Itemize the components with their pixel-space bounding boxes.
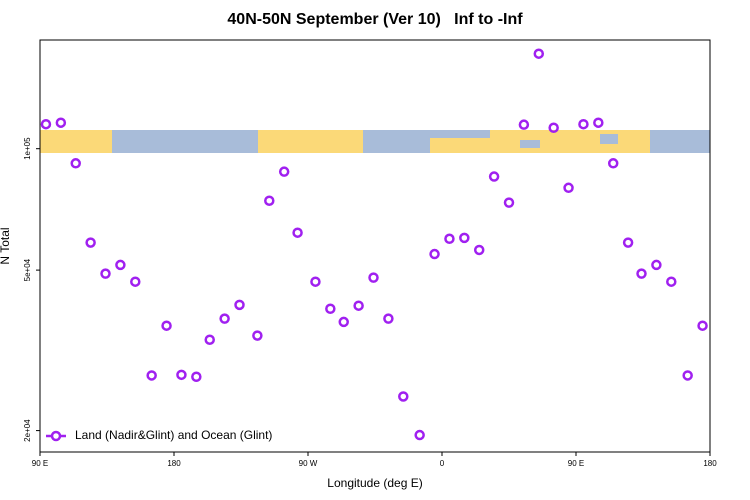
point xyxy=(338,316,349,328)
point xyxy=(383,313,394,324)
y-tick-label: 1e+05 xyxy=(23,137,32,160)
chart-title: 40N-50N September (Ver 10) Inf to -Inf xyxy=(227,11,523,28)
point xyxy=(115,259,126,271)
point xyxy=(85,237,96,248)
point xyxy=(325,303,336,315)
y-tick-label: 5e+04 xyxy=(23,258,32,281)
point xyxy=(204,334,215,345)
point xyxy=(176,369,187,381)
point xyxy=(533,48,545,59)
point xyxy=(414,429,425,441)
point xyxy=(310,276,321,287)
point xyxy=(70,158,81,169)
point xyxy=(100,268,111,279)
point xyxy=(503,197,515,208)
point xyxy=(578,118,589,130)
point xyxy=(161,320,172,331)
point xyxy=(682,370,693,381)
x-tick-label: 180 xyxy=(167,459,181,468)
point xyxy=(518,119,530,130)
x-tick-label: 0 xyxy=(440,459,445,468)
legend-label: Land (Nadir&Glint) and Ocean (Glint) xyxy=(75,428,272,442)
point xyxy=(473,244,485,256)
point xyxy=(353,300,364,311)
point xyxy=(697,320,708,331)
point xyxy=(234,299,245,311)
point xyxy=(292,227,303,238)
y-axis-label: N Total xyxy=(0,227,12,264)
point xyxy=(368,272,379,283)
point xyxy=(444,233,455,245)
point xyxy=(278,166,290,177)
point xyxy=(488,171,500,182)
point xyxy=(548,122,559,134)
point xyxy=(607,158,619,169)
point xyxy=(651,259,662,271)
point xyxy=(459,232,470,244)
point xyxy=(191,371,202,382)
point xyxy=(636,268,647,279)
point xyxy=(398,391,409,402)
point xyxy=(666,276,677,287)
point xyxy=(55,117,67,128)
point xyxy=(219,313,230,324)
point xyxy=(40,118,52,130)
map-strip xyxy=(40,130,710,153)
point xyxy=(146,370,157,381)
point xyxy=(429,248,440,260)
x-tick-label: 90 E xyxy=(568,459,584,468)
point xyxy=(130,276,141,287)
y-tick-label: 2e+04 xyxy=(23,419,32,442)
point xyxy=(593,117,604,128)
x-tick-label: 180 xyxy=(703,459,717,468)
point xyxy=(622,237,634,248)
x-axis-label: Longitude (deg E) xyxy=(327,476,422,490)
x-tick-label: 90 E xyxy=(32,459,48,468)
point xyxy=(264,195,275,206)
x-tick-label: 90 W xyxy=(299,459,318,468)
plot-frame xyxy=(39,39,711,453)
point xyxy=(563,182,574,194)
point xyxy=(252,330,263,341)
legend-marker xyxy=(50,430,62,442)
